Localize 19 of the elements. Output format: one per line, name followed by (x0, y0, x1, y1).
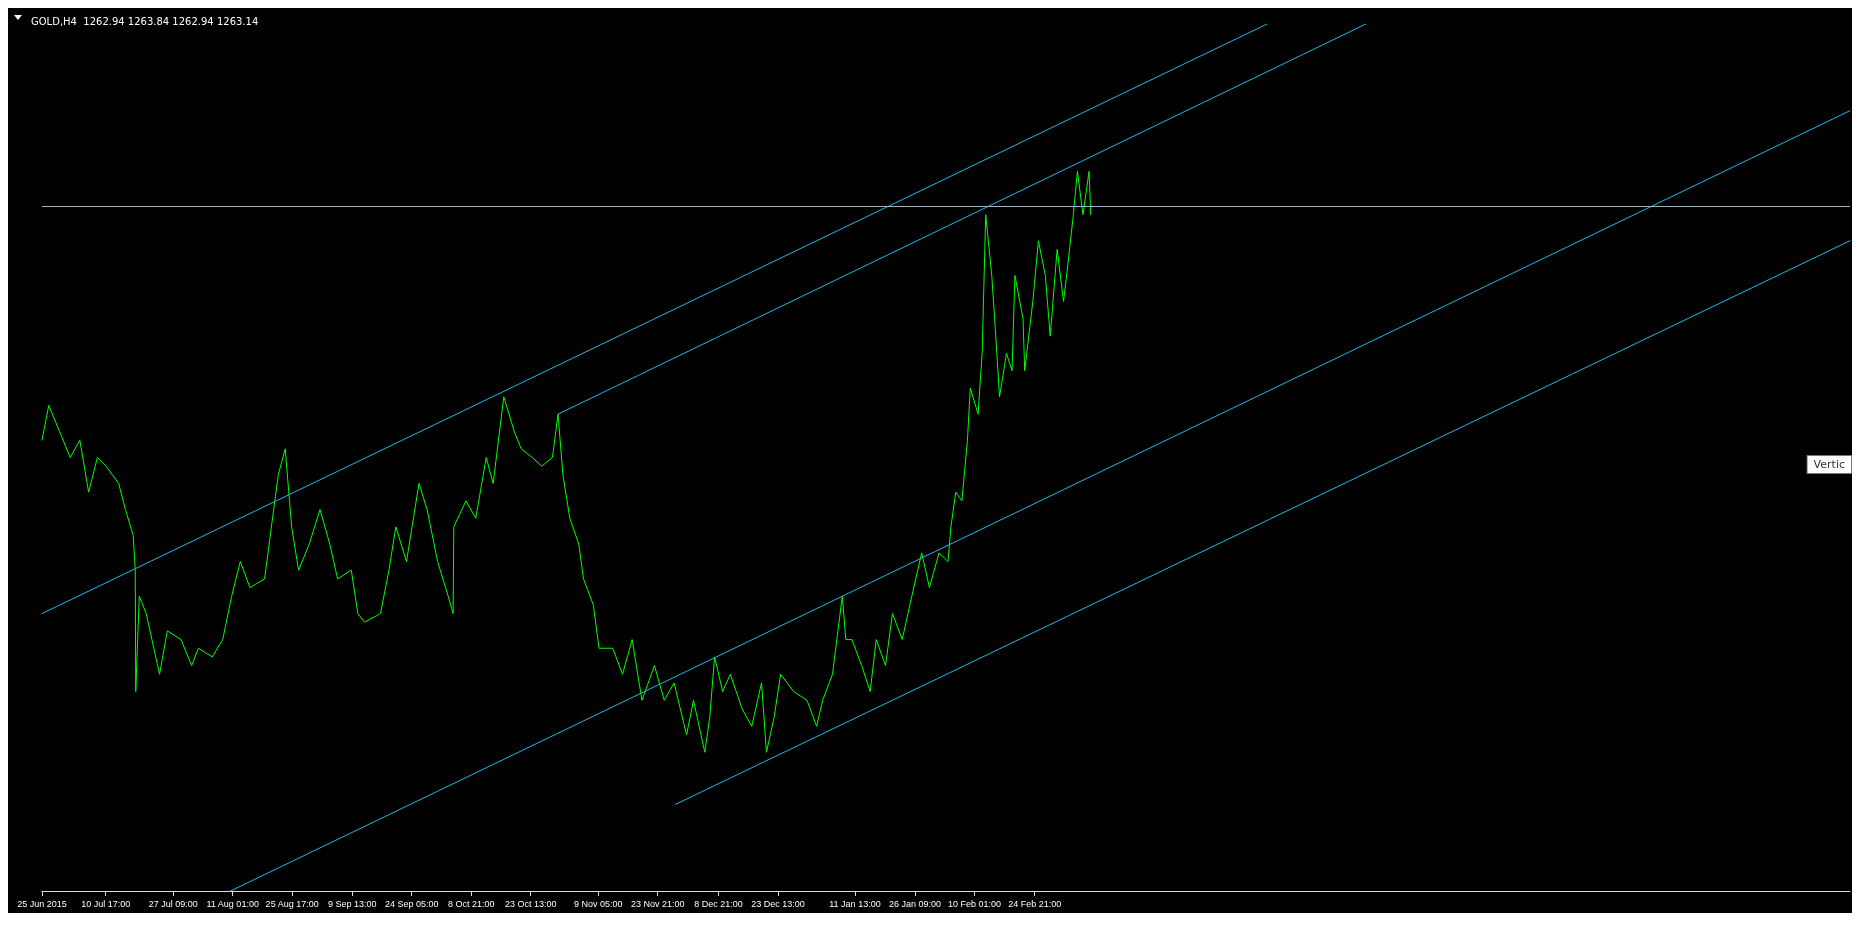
x-tick-label: 10 Feb 01:00 (948, 898, 1002, 909)
x-tick-label: 24 Feb 21:00 (1008, 898, 1062, 909)
chart-title: GOLD,H4 1262.94 1263.84 1262.94 1263.14 (31, 15, 259, 27)
x-tick-label: 24 Sep 05:00 (384, 898, 439, 909)
x-tick-label: 8 Oct 21:00 (447, 898, 495, 909)
x-tick-label: 9 Sep 13:00 (328, 898, 377, 909)
x-tick-label: 11 Jan 13:00 (829, 898, 881, 909)
x-tick-label: 11 Aug 01:00 (206, 898, 259, 909)
x-tick-label: 9 Nov 05:00 (573, 898, 623, 909)
x-tick-label: 10 Jul 17:00 (81, 898, 131, 909)
x-tick-label: 23 Nov 21:00 (630, 898, 685, 909)
x-tick-label: 23 Dec 13:00 (751, 898, 805, 909)
x-tick-label: 25 Aug 17:00 (265, 898, 319, 909)
x-tick-label: 8 Dec 21:00 (694, 898, 743, 909)
x-tick-label: 26 Jan 09:00 (889, 898, 942, 909)
annotation: Vertic (1813, 458, 1846, 471)
x-tick-label: 23 Oct 13:00 (504, 898, 557, 909)
x-tick-label: 27 Jul 09:00 (148, 898, 198, 909)
x-tick-label: 25 Jun 2015 (17, 898, 67, 909)
